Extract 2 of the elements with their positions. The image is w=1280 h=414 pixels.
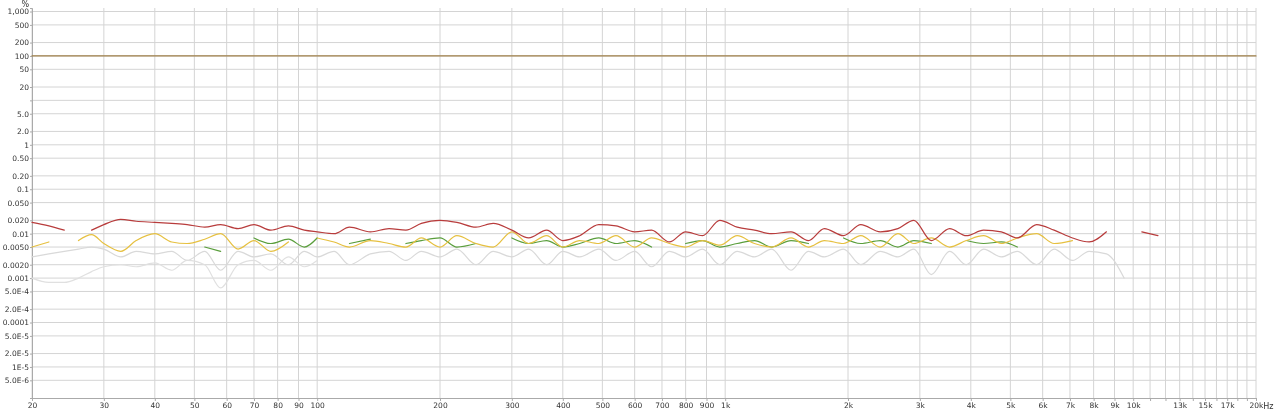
x-axis-title: Hz [1263,402,1274,411]
y-axis-title: % [21,0,30,9]
